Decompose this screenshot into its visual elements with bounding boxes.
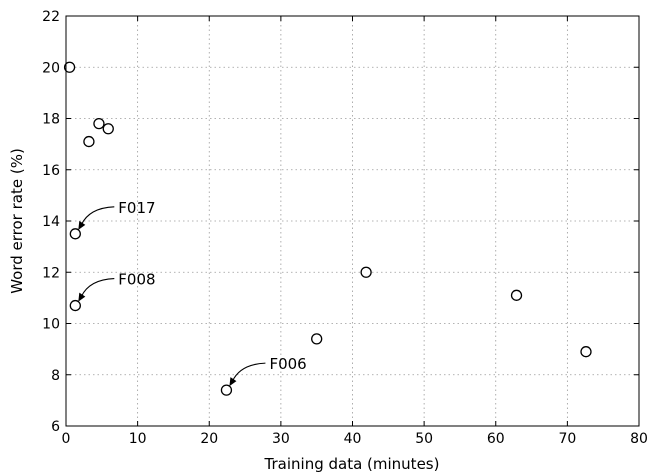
annotation-arrow — [80, 278, 115, 297]
annotation-label: F017 — [118, 199, 155, 217]
x-tick-label: 80 — [630, 431, 648, 447]
plot-frame — [65, 15, 640, 427]
annotation: F006 — [229, 355, 307, 387]
y-tick-label: 22 — [42, 9, 60, 25]
grid-layer — [66, 16, 639, 426]
data-point — [510, 289, 523, 301]
x-tick-label: 50 — [415, 431, 433, 447]
annotation-arrowhead — [78, 220, 86, 230]
y-tick-label: 10 — [42, 317, 60, 333]
data-point — [580, 346, 592, 358]
y-tick-label: 16 — [42, 163, 60, 179]
x-tick-label: 60 — [487, 431, 505, 447]
annotation-label: F008 — [118, 271, 155, 289]
point-layer — [63, 61, 592, 396]
y-tick-label: 8 — [51, 368, 60, 384]
data-point — [311, 333, 323, 345]
annotation-arrow — [80, 206, 115, 226]
y-tick-label: 18 — [42, 112, 60, 128]
y-tick-label: 6 — [51, 419, 60, 435]
x-tick-label: 70 — [558, 431, 576, 447]
data-point — [220, 384, 233, 396]
data-point — [63, 61, 76, 73]
y-tick-label: 12 — [42, 265, 60, 281]
annotation-arrowhead — [78, 292, 86, 302]
data-point — [102, 123, 114, 135]
data-point — [93, 117, 105, 130]
x-tick-label: 30 — [272, 431, 290, 447]
data-point — [360, 266, 372, 278]
x-tick-label: 0 — [62, 431, 71, 447]
x-axis-title: Training data (minutes) — [264, 455, 440, 473]
annotation-arrowhead — [229, 377, 237, 387]
annotation-layer: F017 F008 F006 — [78, 199, 307, 387]
x-tick-label: 20 — [200, 431, 218, 447]
tick-layer: 0 10 20 30 40 50 60 70 80 6 8 10 12 14 16 18 20 22 — [42, 9, 648, 447]
y-axis-title: Word error rate (%) — [8, 148, 26, 294]
annotation-arrow — [231, 362, 266, 382]
data-point — [69, 228, 81, 240]
annotation: F017 — [78, 199, 156, 230]
annotation: F008 — [78, 271, 156, 302]
y-tick-label: 14 — [42, 214, 60, 230]
data-point — [83, 135, 95, 148]
data-point — [69, 299, 81, 312]
x-tick-label: 10 — [129, 431, 147, 447]
x-tick-label: 40 — [344, 431, 362, 447]
y-tick-label: 20 — [42, 60, 60, 76]
annotation-label: F006 — [269, 355, 306, 373]
